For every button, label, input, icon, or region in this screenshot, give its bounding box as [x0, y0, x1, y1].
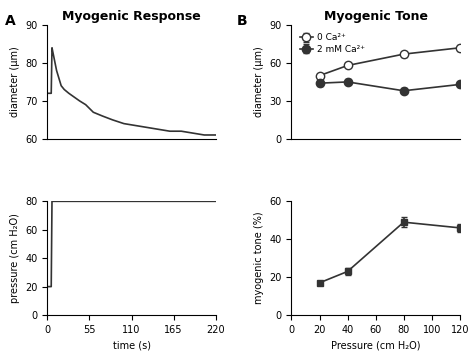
Title: Myogenic Tone: Myogenic Tone	[324, 10, 428, 23]
Legend: 0 Ca²⁺, 2 mM Ca²⁺: 0 Ca²⁺, 2 mM Ca²⁺	[296, 30, 368, 58]
Y-axis label: myogenic tone (%): myogenic tone (%)	[254, 212, 264, 305]
X-axis label: Pressure (cm H₂O): Pressure (cm H₂O)	[331, 340, 420, 350]
Text: A: A	[5, 14, 16, 28]
Y-axis label: diameter (μm): diameter (μm)	[10, 47, 20, 117]
Y-axis label: pressure (cm H₂O): pressure (cm H₂O)	[10, 213, 20, 303]
Y-axis label: diameter (μm): diameter (μm)	[254, 47, 264, 117]
Title: Myogenic Response: Myogenic Response	[62, 10, 201, 23]
Text: B: B	[237, 14, 247, 28]
X-axis label: time (s): time (s)	[112, 340, 151, 350]
